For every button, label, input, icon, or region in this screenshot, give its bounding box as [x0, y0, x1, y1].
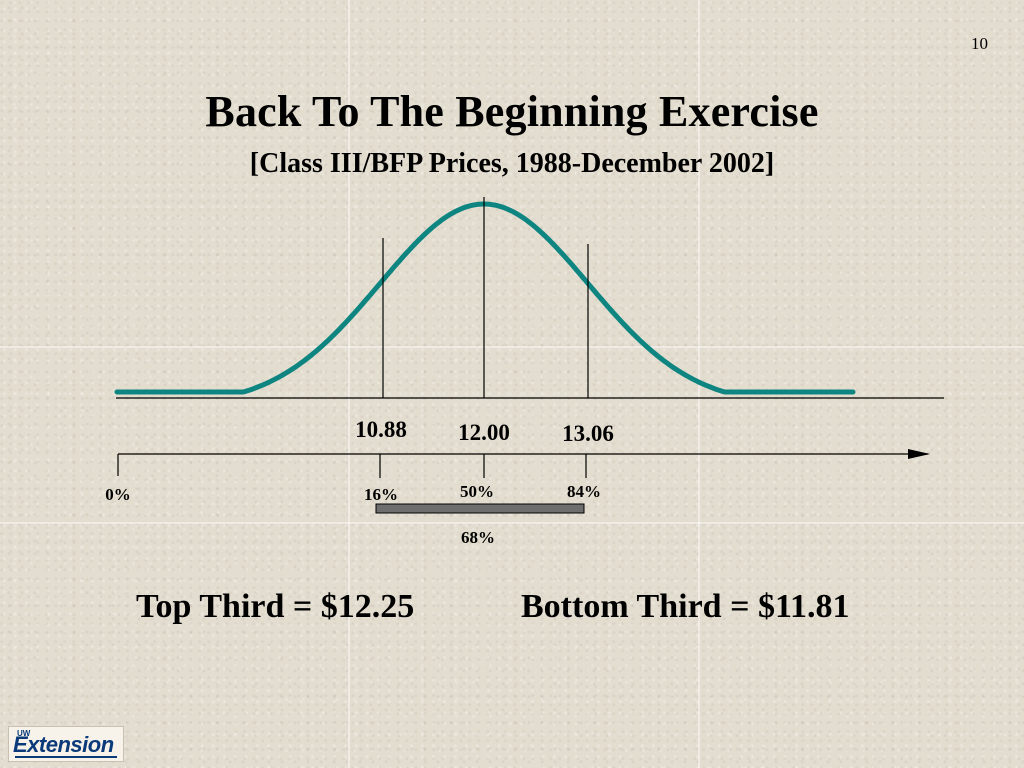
percentile-label-0: 0% [105, 485, 131, 504]
slide-title: Back To The Beginning Exercise [205, 87, 819, 136]
logo-underline [15, 756, 117, 758]
range-bar-68 [375, 503, 585, 514]
tile-seam-vertical [348, 0, 350, 768]
slide-subtitle: [Class III/BFP Prices, 1988-December 200… [249, 148, 775, 179]
price-label-mid: 12.00 [458, 420, 510, 445]
bell-curve [114, 201, 856, 395]
tile-seam-horizontal [0, 346, 1024, 348]
slide-number: 10 [971, 34, 988, 53]
percentile-label-84: 84% [567, 482, 601, 501]
range-label: 68% [461, 528, 495, 547]
uw-extension-logo: Extension UW [8, 726, 124, 762]
logo-prefix: UW [17, 729, 31, 738]
tile-seam-horizontal [0, 522, 1024, 524]
percentile-label-50: 50% [460, 482, 494, 501]
price-label-low: 10.88 [355, 417, 407, 442]
price-label-high: 13.06 [562, 421, 614, 446]
percentile-label-16: 16% [364, 485, 398, 504]
top-third-label: Top Third = $12.25 [136, 588, 415, 625]
bottom-third-label: Bottom Third = $11.81 [521, 588, 850, 625]
logo-wordmark: Extension [13, 732, 114, 757]
